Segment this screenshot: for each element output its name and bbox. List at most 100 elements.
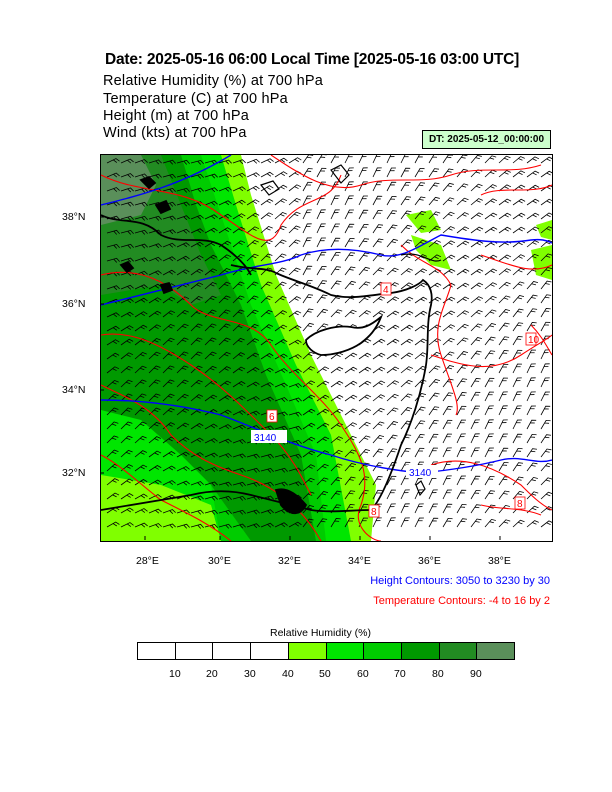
wind-barb bbox=[148, 159, 162, 165]
wind-barb bbox=[330, 366, 344, 374]
lat-label-34: 34°N bbox=[62, 384, 86, 396]
wind-barb bbox=[344, 280, 356, 290]
wind-barb bbox=[120, 507, 134, 514]
wind-barb bbox=[498, 433, 508, 444]
wind-barb bbox=[148, 243, 162, 249]
wind-barb bbox=[442, 240, 456, 248]
wind-barb bbox=[316, 308, 328, 318]
wind-barb bbox=[274, 310, 287, 318]
wind-barb bbox=[344, 408, 358, 416]
wind-barb bbox=[484, 490, 496, 500]
wind-barb bbox=[470, 198, 483, 206]
wind-barb bbox=[190, 214, 204, 220]
wind-barb bbox=[288, 325, 302, 332]
variable-line-wind: Wind (kts) at 700 hPa bbox=[103, 125, 247, 141]
colorbar-segment bbox=[401, 643, 440, 659]
wind-barb bbox=[540, 349, 550, 360]
wind-barb bbox=[260, 281, 273, 290]
wind-barb bbox=[218, 424, 232, 430]
wind-barb bbox=[512, 447, 523, 458]
wind-barb bbox=[232, 281, 245, 290]
wind-barb bbox=[106, 393, 119, 402]
wind-barb bbox=[274, 368, 288, 374]
wind-barb bbox=[316, 436, 330, 444]
wind-barb bbox=[106, 421, 119, 430]
wind-barb bbox=[316, 422, 330, 430]
wind-barb bbox=[148, 256, 162, 262]
wind-barb bbox=[358, 252, 370, 262]
wind-barb bbox=[232, 509, 246, 515]
wind-barb bbox=[330, 394, 344, 402]
wind-barb bbox=[470, 337, 483, 346]
wind-barb bbox=[232, 352, 245, 360]
wind-barb bbox=[288, 296, 301, 304]
wind-barb bbox=[302, 223, 312, 234]
wind-barb bbox=[484, 268, 498, 276]
wind-barb bbox=[414, 338, 428, 346]
wind-barb bbox=[134, 243, 148, 249]
lon-label-38: 38°E bbox=[488, 555, 511, 567]
wind-barb bbox=[484, 336, 496, 346]
wind-barb bbox=[316, 181, 327, 192]
wind-barb bbox=[204, 452, 218, 458]
wind-barb bbox=[162, 480, 176, 486]
wind-barb bbox=[162, 323, 175, 332]
wind-barb bbox=[204, 351, 217, 360]
wind-barb bbox=[120, 311, 134, 318]
wind-barb bbox=[176, 228, 190, 234]
colorbar-segment bbox=[288, 643, 327, 659]
wind-barb bbox=[414, 434, 425, 444]
wind-barb bbox=[442, 226, 455, 234]
wind-barb bbox=[386, 448, 398, 458]
wind-barb bbox=[456, 518, 468, 528]
wind-barb bbox=[498, 336, 510, 346]
wind-barb bbox=[120, 201, 134, 207]
wind-barb bbox=[120, 478, 134, 486]
wind-barb bbox=[512, 170, 526, 178]
wind-barb bbox=[232, 309, 245, 318]
wind-barb bbox=[330, 251, 341, 262]
wind-barb bbox=[512, 295, 525, 304]
wind-barb bbox=[344, 352, 358, 360]
wind-barb bbox=[442, 197, 455, 206]
wind-barb bbox=[540, 280, 552, 290]
wind-barb bbox=[358, 209, 369, 220]
colorbar-segment bbox=[213, 643, 252, 659]
wind-barb bbox=[372, 155, 382, 164]
lon-label-28: 28°E bbox=[136, 555, 159, 567]
wind-barb bbox=[526, 505, 539, 514]
wind-barb bbox=[218, 295, 231, 304]
wind-barb bbox=[302, 408, 316, 416]
wind-barb bbox=[204, 481, 218, 487]
wind-barb bbox=[470, 268, 484, 276]
wind-barb bbox=[386, 352, 400, 360]
wind-barb bbox=[316, 323, 329, 332]
wind-barb bbox=[400, 282, 414, 290]
wind-barb bbox=[358, 394, 372, 402]
wind-barb bbox=[176, 422, 190, 430]
wind-barb bbox=[526, 363, 536, 374]
wind-barb bbox=[232, 226, 246, 234]
lon-label-34: 34°E bbox=[348, 555, 371, 567]
wind-barb bbox=[176, 408, 189, 416]
wind-barb bbox=[176, 437, 190, 444]
wind-barb bbox=[526, 281, 539, 290]
wind-barb bbox=[316, 280, 328, 290]
wind-barb bbox=[176, 365, 189, 374]
wind-barb bbox=[120, 187, 134, 193]
lat-label-38: 38°N bbox=[62, 211, 86, 223]
wind-barb bbox=[120, 229, 134, 235]
wind-barb bbox=[148, 421, 161, 430]
wind-barb bbox=[148, 436, 161, 444]
wind-barb bbox=[302, 209, 312, 220]
wind-barb bbox=[246, 367, 260, 374]
wind-barb bbox=[106, 201, 120, 207]
wind-barb bbox=[484, 282, 497, 290]
wind-barb bbox=[162, 337, 175, 346]
wind-barb bbox=[274, 198, 288, 206]
wind-barb bbox=[246, 295, 259, 304]
wind-barb bbox=[302, 294, 314, 304]
wind-barb bbox=[232, 295, 245, 304]
humidity-colorbar bbox=[137, 642, 515, 660]
wind-barb bbox=[344, 517, 355, 528]
